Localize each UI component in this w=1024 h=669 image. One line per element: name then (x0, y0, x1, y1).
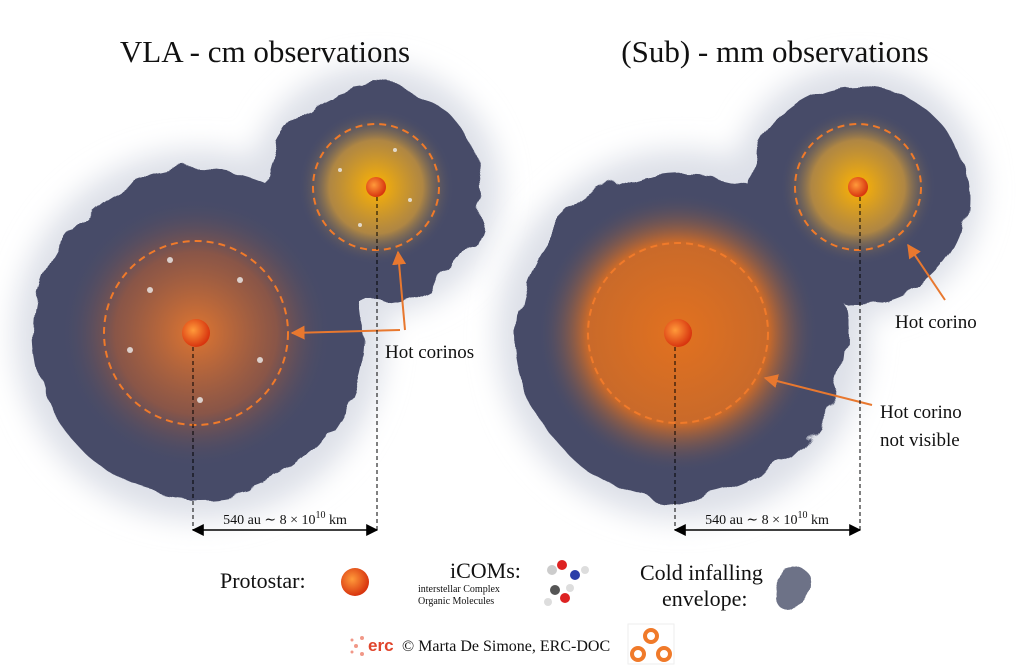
protostar (182, 319, 210, 347)
hot-corino-boundary (794, 123, 922, 251)
credit: © Marta De Simone, ERC-DOC (402, 638, 610, 655)
panel-title: (Sub) - mm observations (621, 34, 928, 69)
protostar (664, 319, 692, 347)
scale-label: 540 au ∼ 8 × 1010 km (223, 510, 347, 528)
scale-label: 540 au ∼ 8 × 1010 km (705, 510, 829, 528)
molecules (127, 148, 412, 403)
logo-icon (627, 623, 675, 665)
hot-corino-boundary (103, 240, 289, 426)
protostar (848, 177, 868, 197)
callout: Hot corino (895, 312, 977, 333)
callout: Hot corino (880, 402, 962, 423)
legend-label: iCOMs: (450, 558, 521, 583)
legend-icon (544, 560, 589, 606)
legend-icon (341, 568, 369, 596)
legend-note: interstellar Complex (418, 584, 500, 595)
legend-note: Organic Molecules (418, 596, 494, 607)
protostar (366, 177, 386, 197)
legend: Protostar: iCOMs: interstellar Complex O… (220, 558, 812, 611)
legend-label: Protostar: (220, 568, 306, 593)
hot-corino-boundary (312, 123, 440, 251)
panel-title: VLA - cm observations (120, 34, 410, 69)
arrow (392, 250, 407, 331)
hot-corino-boundary (587, 242, 769, 424)
arrow (763, 374, 873, 406)
legend-label: envelope: (662, 586, 748, 611)
arrow (290, 325, 401, 340)
panel-left: VLA - cm observations Hot corinos 540 au… (15, 34, 500, 536)
logo: erc (368, 636, 394, 655)
callout: not visible (880, 430, 960, 451)
callout: Hot corinos (385, 342, 474, 363)
footer: erc © Marta De Simone, ERC-DOC (350, 623, 675, 665)
arrow (907, 243, 946, 301)
legend-label: Cold infalling (640, 560, 763, 585)
panel-right: (Sub) - mm observations Hot corino Hot c… (497, 34, 982, 536)
logo-dots (350, 636, 364, 656)
legend-icon (768, 564, 812, 608)
